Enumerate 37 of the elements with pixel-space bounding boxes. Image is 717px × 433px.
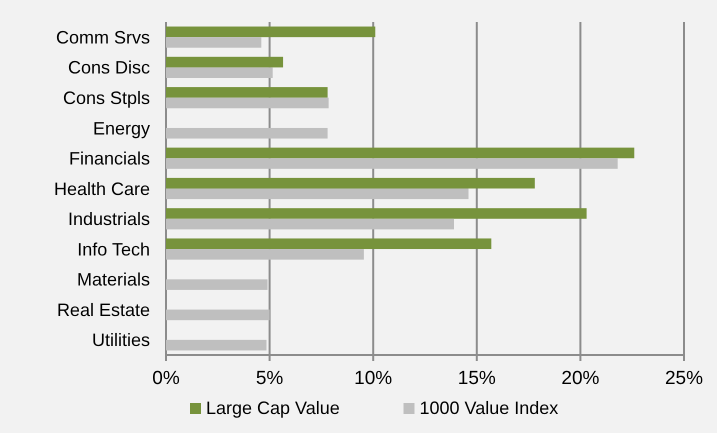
bar: [166, 218, 454, 230]
bar: [166, 87, 328, 98]
y-tick-label: Comm Srvs: [56, 27, 150, 48]
y-tick-label: Financials: [68, 148, 150, 169]
bar: [166, 26, 376, 38]
y-tick-label: Cons Stpls: [62, 88, 150, 108]
bar: [166, 249, 364, 260]
x-tick-label: 20%: [561, 368, 600, 389]
bar: [166, 238, 492, 250]
x-tick-label: 5%: [256, 368, 284, 389]
bar: [166, 310, 270, 320]
bar: [166, 208, 587, 219]
x-tick-label: 25%: [664, 368, 704, 389]
bar: [166, 279, 268, 290]
y-tick-label: Industrials: [68, 209, 150, 230]
y-tick-label: Utilities: [92, 330, 150, 350]
bar: [166, 67, 273, 78]
bar: [166, 56, 284, 68]
y-tick-label: Info Tech: [77, 239, 150, 260]
y-tick-label: Cons Disc: [68, 58, 150, 78]
bar: [166, 158, 618, 169]
y-tick-label: Materials: [76, 270, 150, 290]
x-tick-label: 15%: [458, 368, 496, 389]
bar: [166, 128, 328, 139]
bar: [166, 188, 469, 200]
y-tick-label: Health Care: [54, 178, 150, 199]
y-tick-label: Energy: [92, 118, 150, 138]
y-tick-label: Real Estate: [56, 300, 150, 320]
bar: [166, 178, 535, 188]
x-tick-label: 10%: [354, 368, 392, 389]
x-tick-label: 0%: [152, 368, 180, 389]
bar: [166, 340, 266, 350]
legend-label: Large Cap Value: [206, 398, 340, 418]
bar: [166, 148, 634, 158]
legend-label: 1000 Value Index: [420, 398, 558, 418]
bar: [166, 37, 262, 48]
bar: [166, 98, 329, 108]
